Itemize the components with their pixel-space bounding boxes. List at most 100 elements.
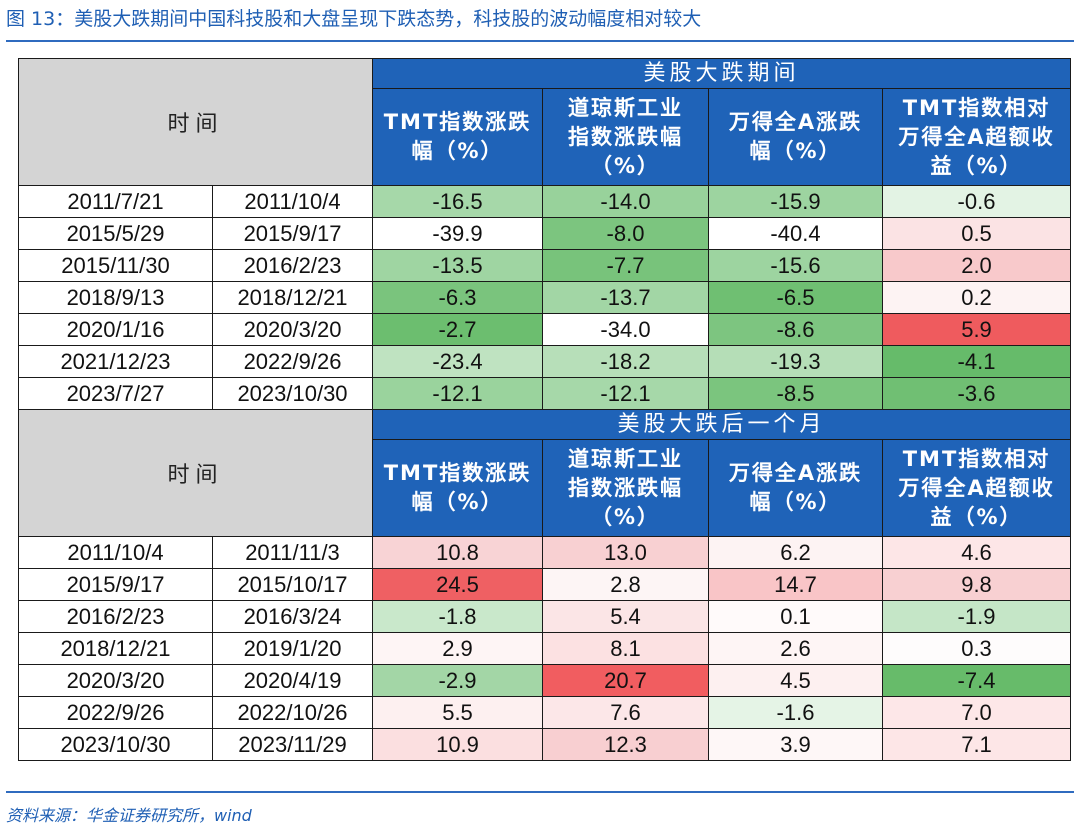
value-cell: -15.9 [708,185,883,218]
column-header-line: 万得全A超额收 [898,475,1055,500]
value-cell: -8.6 [708,313,883,346]
table-row: 2022/9/26 2022/10/26 5.5 7.6 -1.6 7.0 [18,696,1071,729]
end-date-cell: 2023/10/30 [212,377,373,410]
end-date-cell: 2016/2/23 [212,249,373,282]
time-header: 时间 [18,409,373,537]
value-cell: 12.3 [542,728,709,761]
column-header-row: TMT指数涨跌 幅（%） 道琼斯工业 指数涨跌幅 （%） 万得全A涨跌 幅（%） TMT指数相… [19,439,1071,537]
value-cell: -7.7 [542,249,709,282]
start-date-cell: 2023/10/30 [18,728,213,761]
value-cell: 2.8 [542,568,709,601]
figure-title: 图 13：美股大跌期间中国科技股和大盘呈现下跌态势，科技股的波动幅度相对较大 [6,8,702,30]
value-cell: -1.8 [372,600,543,633]
end-date-cell: 2022/9/26 [212,345,373,378]
table-row: 2015/5/29 2015/9/17 -39.9 -8.0 -40.4 0.5 [18,217,1071,250]
time-header: 时间 [18,58,373,186]
value-cell: -12.1 [542,377,709,410]
column-header-line: 万得全A涨跌 [728,461,863,485]
value-cell: -4.1 [882,345,1071,378]
table-row: 2023/7/27 2023/10/30 -12.1 -12.1 -8.5 -3.6 [18,377,1071,410]
start-date-cell: 2020/3/20 [18,664,213,697]
end-date-cell: 2015/10/17 [212,568,373,601]
value-cell: 7.6 [542,696,709,729]
end-date-cell: 2016/3/24 [212,600,373,633]
table-row: 2018/9/13 2018/12/21 -6.3 -13.7 -6.5 0.2 [18,281,1071,314]
end-date-cell: 2011/11/3 [212,536,373,569]
value-cell: 2.0 [882,249,1071,282]
value-cell: 2.9 [372,632,543,665]
column-header-line: 指数涨跌幅 [568,124,683,149]
value-cell: 8.1 [542,632,709,665]
table-row: 2015/11/30 2016/2/23 -13.5 -7.7 -15.6 2.0 [18,249,1071,282]
start-date-cell: 2023/7/27 [18,377,213,410]
end-date-cell: 2018/12/21 [212,281,373,314]
end-date-cell: 2023/11/29 [212,728,373,761]
value-cell: 13.0 [542,536,709,569]
column-header: TMT指数涨跌 幅（%） [372,88,543,186]
table-row: 2018/12/21 2019/1/20 2.9 8.1 2.6 0.3 [18,632,1071,665]
column-header-line: 道琼斯工业 [568,95,683,120]
value-cell: -6.3 [372,281,543,314]
comparison-table: 时间 美股大跌期间 TMT指数涨跌 幅（%） 道琼斯工业 指数涨跌幅 （%） 万得全A涨跌 幅（… [18,58,1071,761]
value-cell: -1.9 [882,600,1071,633]
value-cell: 0.1 [708,600,883,633]
start-date-cell: 2022/9/26 [18,696,213,729]
end-date-cell: 2022/10/26 [212,696,373,729]
value-cell: 10.8 [372,536,543,569]
value-cell: 7.0 [882,696,1071,729]
table-row: 2020/3/20 2020/4/19 -2.9 20.7 4.5 -7.4 [18,664,1071,697]
start-date-cell: 2011/7/21 [18,185,213,218]
end-date-cell: 2019/1/20 [212,632,373,665]
value-cell: 5.9 [882,313,1071,346]
column-header-line: 幅（%） [749,490,842,514]
column-header-line: 幅（%） [411,139,504,163]
table-row: 2011/10/4 2011/11/3 10.8 13.0 6.2 4.6 [18,536,1071,569]
value-cell: 6.2 [708,536,883,569]
value-cell: -13.5 [372,249,543,282]
start-date-cell: 2015/5/29 [18,217,213,250]
value-cell: 4.5 [708,664,883,697]
value-cell: -14.0 [542,185,709,218]
value-cell: 10.9 [372,728,543,761]
section-group-header: 美股大跌期间 [372,58,1071,89]
end-date-cell: 2011/10/4 [212,185,373,218]
value-cell: 3.9 [708,728,883,761]
value-cell: 0.3 [882,632,1071,665]
value-cell: 5.5 [372,696,543,729]
value-cell: 4.6 [882,536,1071,569]
value-cell: 5.4 [542,600,709,633]
value-cell: 7.1 [882,728,1071,761]
start-date-cell: 2015/9/17 [18,568,213,601]
value-cell: -1.6 [708,696,883,729]
column-header-line: 幅（%） [411,490,504,514]
start-date-cell: 2015/11/30 [18,249,213,282]
end-date-cell: 2020/3/20 [212,313,373,346]
value-cell: -19.3 [708,345,883,378]
column-header-line: （%） [590,153,661,178]
value-cell: -16.5 [372,185,543,218]
start-date-cell: 2011/10/4 [18,536,213,569]
value-cell: -15.6 [708,249,883,282]
value-cell: -3.6 [882,377,1071,410]
group-header-row: 时间 美股大跌期间 [18,58,1071,186]
value-cell: -2.7 [372,313,543,346]
value-cell: -39.9 [372,217,543,250]
value-cell: 14.7 [708,568,883,601]
end-date-cell: 2020/4/19 [212,664,373,697]
column-header: TMT指数涨跌 幅（%） [372,439,543,537]
source-divider [6,791,1074,793]
column-header: TMT指数相对 万得全A超额收 益（%） [882,88,1071,186]
value-cell: -40.4 [708,217,883,250]
column-header-line: TMT指数涨跌 [383,461,532,485]
column-header-line: TMT指数涨跌 [383,110,532,134]
start-date-cell: 2018/9/13 [18,281,213,314]
column-header: 万得全A涨跌 幅（%） [708,88,883,186]
column-header-line: 益（%） [930,153,1023,178]
column-header: 道琼斯工业 指数涨跌幅 （%） [542,439,709,537]
column-header-line: 指数涨跌幅 [568,475,683,500]
column-header-line: 幅（%） [749,139,842,163]
column-header-line: 万得全A超额收 [898,124,1055,149]
source-note: 资料来源：华金证券研究所，wind [6,806,252,825]
end-date-cell: 2015/9/17 [212,217,373,250]
value-cell: -12.1 [372,377,543,410]
